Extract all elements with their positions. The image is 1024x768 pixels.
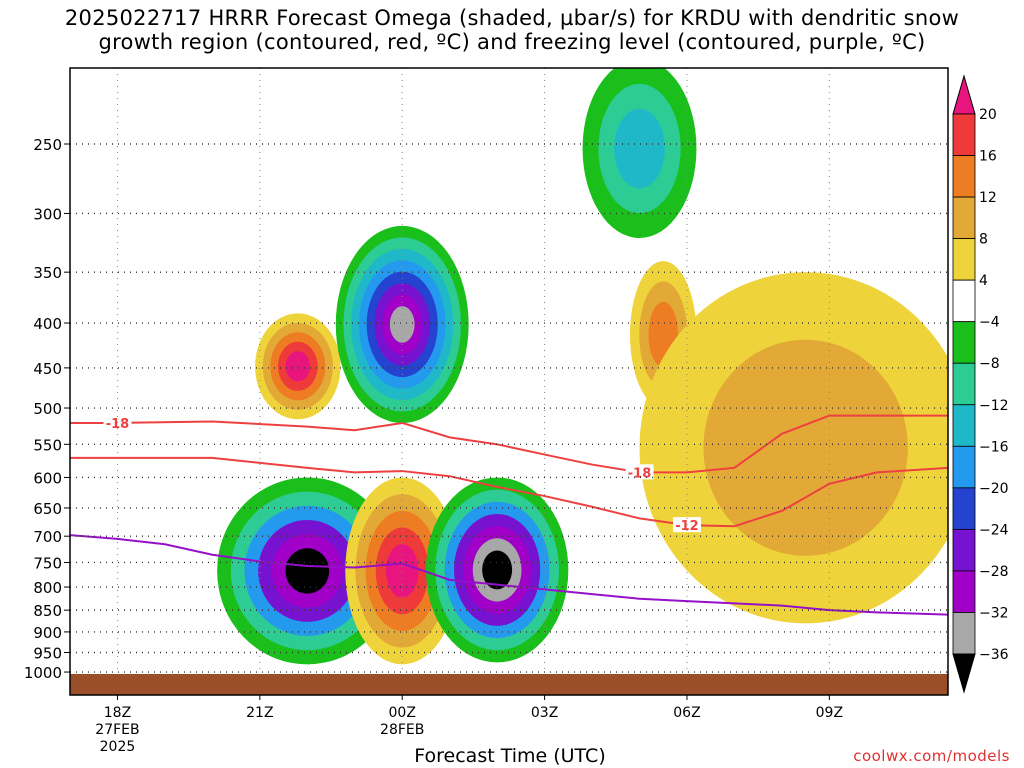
y-tick-label: 700 <box>33 528 62 546</box>
colorbar-label: 12 <box>979 190 997 206</box>
y-tick-label: 1000 <box>24 664 62 682</box>
colorbar-band-12 <box>952 570 976 613</box>
chart-title: 2025022717 HRRR Forecast Omega (shaded, … <box>0 6 1024 54</box>
colorbar-label: −16 <box>979 439 1009 455</box>
y-tick-label: 750 <box>33 554 62 572</box>
y-tick-label: 600 <box>33 469 62 487</box>
x-tick-label: 2025 <box>100 739 136 755</box>
x-tick-label: 03Z <box>531 705 558 721</box>
colorbar-band-1 <box>952 113 976 156</box>
colorbar-top-triangle <box>952 74 976 115</box>
y-tick-label: 450 <box>33 360 62 378</box>
y-tick-label: 900 <box>33 624 62 642</box>
y-tick-label: 500 <box>33 400 62 418</box>
colorbar-label: −32 <box>979 605 1009 621</box>
colorbar-label: −24 <box>979 522 1009 538</box>
omega-field: -18 -18 -12 <box>70 68 948 695</box>
ground-below-surface <box>70 674 948 695</box>
colorbar-label: −20 <box>979 481 1009 497</box>
y-tick-label: 350 <box>33 264 62 282</box>
omega-level-descent-21Z-upper-20 <box>285 351 311 382</box>
plot-frame <box>69 67 949 696</box>
freezing-level-contour <box>70 534 948 616</box>
y-tick-label: 850 <box>33 602 62 620</box>
title-line-2: growth region (contoured, red, ºC) and f… <box>98 30 926 54</box>
y-tick-label: 800 <box>33 579 62 597</box>
y-tick-label: 950 <box>33 645 62 663</box>
dgz-label-minus18-right-bg <box>625 464 654 480</box>
colorbar-band-6 <box>952 321 976 364</box>
colorbar-label: −12 <box>979 398 1009 414</box>
colorbar-band-4 <box>952 238 976 281</box>
y-tick-label: 550 <box>33 436 62 454</box>
y-tick-label: 650 <box>33 500 62 518</box>
dgz-label-minus18-right: -18 <box>628 466 652 481</box>
omega-level-ascent-2130Z-low-m36 <box>285 548 330 594</box>
x-axis-label: Forecast Time (UTC) <box>414 745 606 767</box>
omega-level-ascent-00Z-upper-m32 <box>389 306 415 343</box>
colorbar-label: −36 <box>979 647 1009 663</box>
x-tick-label: 21Z <box>246 705 273 721</box>
y-tick-label: 250 <box>33 136 62 154</box>
colorbar-band-7 <box>952 362 976 406</box>
dgz-minus18-contour <box>70 414 948 474</box>
dgz-minus12-contour <box>70 456 948 528</box>
colorbar-band-2 <box>952 155 976 198</box>
colorbar-label: 16 <box>979 149 997 165</box>
colorbar-label: 20 <box>979 107 997 123</box>
source-credit: coolwx.com/models <box>853 747 1010 765</box>
x-tick-label: 27FEB <box>95 722 139 738</box>
x-tick-label: 06Z <box>673 705 700 721</box>
omega-level-descent-09Z-broad-8 <box>703 339 908 556</box>
dgz-label-minus18-left: -18 <box>106 417 130 432</box>
colorbar-label: −28 <box>979 564 1009 580</box>
colorbar-label: −4 <box>979 315 1000 331</box>
title-line-1: 2025022717 HRRR Forecast Omega (shaded, … <box>64 6 960 30</box>
y-tick-label: 300 <box>33 205 62 223</box>
colorbar-band-9 <box>952 445 976 489</box>
colorbar-label: −8 <box>979 356 1000 372</box>
colorbar-band-10 <box>952 487 976 530</box>
colorbar-band-3 <box>952 196 976 240</box>
grid <box>70 68 948 674</box>
x-tick-label: 00Z <box>389 705 416 721</box>
y-tick-label: 400 <box>33 315 62 333</box>
colorbar-label: 8 <box>979 232 988 248</box>
omega-level-ascent-02Z-low-m36 <box>482 550 513 590</box>
colorbar-band-13 <box>952 612 976 655</box>
dgz-label-minus12: -12 <box>675 519 699 534</box>
omega-level-descent-00Z-low-20 <box>385 544 419 598</box>
x-tick-label: 09Z <box>816 705 843 721</box>
colorbar-bottom-triangle <box>952 653 976 694</box>
omega-level-ascent-05Z-upper-m12 <box>614 108 665 189</box>
x-tick-label: 18Z <box>104 705 131 721</box>
colorbar-band-11 <box>952 528 976 572</box>
colorbar-band-8 <box>952 404 976 447</box>
x-tick-label: 28FEB <box>380 722 424 738</box>
colorbar-band-5 <box>952 279 976 323</box>
colorbar-label: 4 <box>979 273 988 289</box>
